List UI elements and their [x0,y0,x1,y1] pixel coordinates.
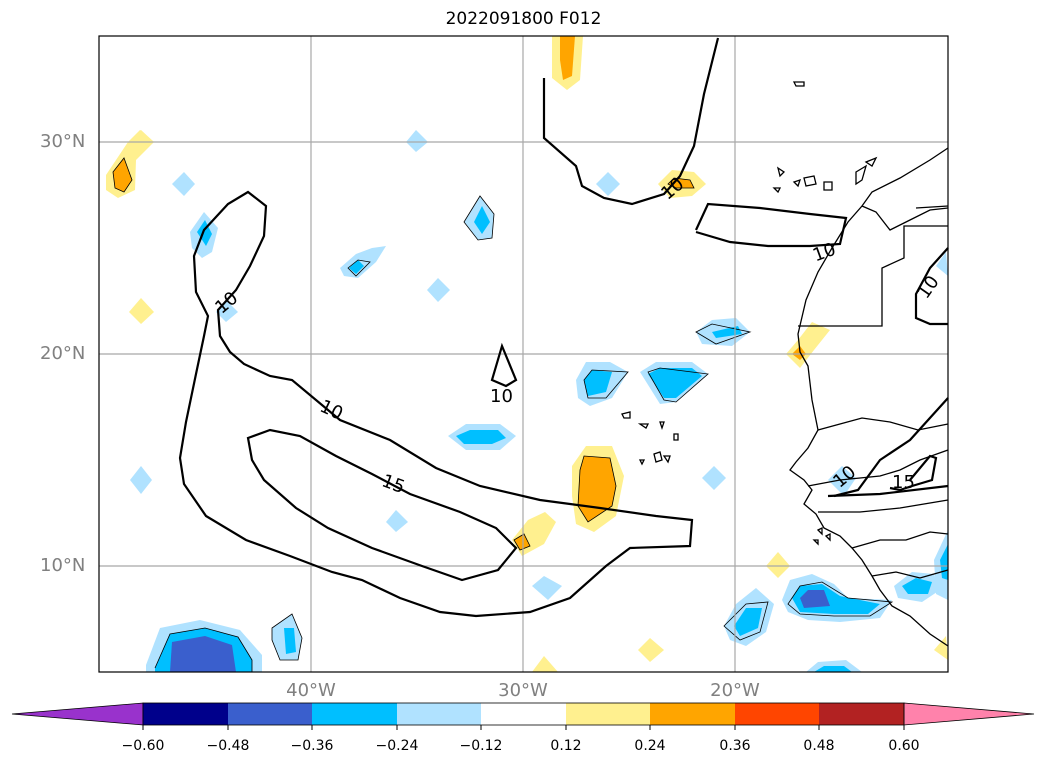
colorbar-tick: 0.36 [719,738,751,754]
colorbar-segment [566,703,650,725]
colorbar-segment [819,703,904,725]
contour-10-west [178,190,694,618]
neg-blob-17 [130,466,152,494]
border-7 [871,569,949,579]
border-4 [807,449,949,487]
neg-blob-22 [828,466,856,496]
colorbar [11,702,1035,730]
pos-blob-30 [532,656,558,672]
colorbar-tick: 0.60 [888,738,920,754]
colorbar-extend-low [11,702,144,726]
pos-dot-29 [638,638,664,662]
colorbar-segment [650,703,735,725]
colorbar-segment [228,703,312,725]
border-3 [817,417,949,431]
colorbar-tick: −0.48 [206,738,250,754]
neg-blob-sw2-mid [284,628,296,654]
colorbar-tick: 0.12 [550,738,582,754]
colorbar-segment [481,703,566,725]
neg-blob-20 [532,576,562,600]
chart-title: 2022091800 F012 [445,9,602,29]
pos-blob-31 [934,636,948,660]
lon-label-20w: 20°W [710,680,760,701]
border-6 [851,531,949,549]
lon-label-30w: 30°W [498,680,548,701]
contour-10-north [542,37,720,206]
lat-label-20n: 20°N [40,343,86,364]
lat-label-10n: 10°N [40,555,86,576]
neg-blob-14-mid [648,368,702,398]
contour-15-coast [889,454,938,492]
border-5 [818,499,949,513]
colorbar-segment [397,703,481,725]
colorbar-tick: 0.24 [634,738,666,754]
colorbar-tick: −0.60 [121,738,165,754]
contour-label: 15 [892,472,915,493]
pos-blob-33-mid [668,178,694,188]
neg-dot-7 [427,278,450,302]
lon-label-40w: 40°W [286,680,336,701]
anomaly-shading [106,36,948,672]
neg-blob-32 [936,252,948,276]
neg-blob-26-mid [902,578,932,594]
plot-frame [98,35,949,673]
contour-10-se [833,397,949,498]
colorbar-tick: −0.24 [375,738,419,754]
neg-blob-25-mid [734,608,762,636]
lat-label-30n: 30°N [40,131,86,152]
colorbar-extend-high [903,702,1035,726]
pos-dot-23 [766,552,790,578]
contour-10-east [914,247,949,326]
neg-blob-28-mid [814,666,852,672]
neg-blob-21 [702,466,726,490]
colorbar-tick: −0.36 [290,738,334,754]
contour-10-coast [827,484,949,498]
neg-blob-5-mid [474,206,490,234]
contour-lines [178,37,949,618]
neg-dot-1 [406,130,428,152]
colorbar-segment [312,703,397,725]
border-1 [798,225,948,327]
colorbar-tick: −0.12 [459,738,503,754]
neg-blob-sw-dark [170,636,236,672]
neg-dot-3 [596,172,620,196]
colorbar-tick: 0.48 [803,738,835,754]
colorbar-segment [735,703,819,725]
neg-blob-13-mid [584,370,612,396]
contour-10-ne [695,202,848,248]
contour-15 [246,428,518,582]
border-8 [861,205,949,231]
contour-label: 10 [490,386,513,407]
coastlines [621,81,949,647]
colorbar-segment [143,703,228,725]
pos-col-top-mid [560,36,575,80]
neg-blob-6-mid [349,260,364,274]
gridlines [99,36,948,672]
neg-dot-2 [172,172,195,196]
contour-10-small [490,342,518,388]
neg-blob-24-dark [800,590,830,608]
neg-blob-15-mid [456,430,506,444]
border-2 [915,205,949,209]
neg-dot-18 [386,510,408,532]
pos-dot-9 [129,298,154,324]
pos-dot-10 [129,130,154,152]
